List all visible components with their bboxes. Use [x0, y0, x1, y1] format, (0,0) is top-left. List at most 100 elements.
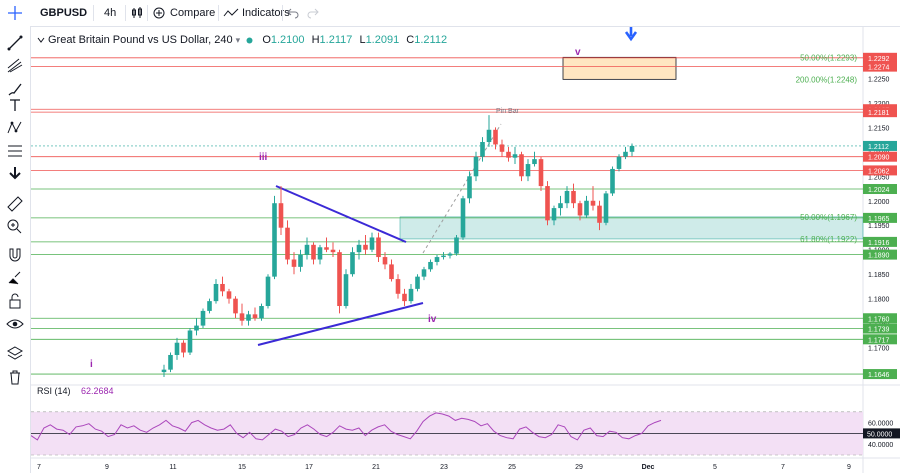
candle-body — [376, 237, 381, 258]
candle-body — [246, 314, 251, 321]
time-axis-tick: 9 — [105, 464, 109, 471]
candle-body — [369, 237, 375, 250]
candle-body — [545, 186, 550, 221]
compare-icon[interactable] — [152, 6, 166, 20]
candle-body — [590, 200, 596, 206]
candle-body — [421, 269, 427, 277]
collapse-icon[interactable] — [37, 36, 45, 44]
instrument-title: Great Britain Pound vs US Dollar, 240 — [48, 34, 233, 46]
candle-body — [363, 244, 368, 250]
candle-body — [428, 261, 433, 270]
price-axis-tick: 1.1700 — [868, 346, 890, 353]
candle-body — [610, 168, 615, 194]
candles-icon[interactable] — [130, 6, 144, 20]
indicators-button[interactable]: Indicators — [242, 7, 290, 19]
magnet-icon[interactable] — [5, 246, 25, 264]
compare-button[interactable]: Compare — [170, 7, 216, 19]
high-label: H — [311, 34, 320, 46]
text-icon[interactable] — [5, 96, 25, 114]
dropdown-icon[interactable]: ▾ — [235, 35, 241, 45]
price-axis-badge — [863, 212, 897, 223]
price-axis-badge — [863, 184, 897, 195]
top-toolbar: GBPUSD 4h Compare Indicators — [0, 0, 900, 27]
zoom-icon[interactable] — [5, 217, 25, 235]
time-axis-tick: 7 — [37, 464, 41, 471]
rsi-axis-tick: 40.0000 — [868, 442, 893, 449]
candle-body — [317, 247, 323, 260]
indicators-icon[interactable] — [223, 7, 239, 19]
candle-body — [291, 259, 297, 267]
arrow-down-icon[interactable] — [5, 164, 25, 182]
trend-line-icon[interactable] — [5, 34, 25, 52]
chart-area[interactable]: 50.00%(1.2293) 200.00%(1.2248) 50.00%(1.19… — [31, 27, 900, 473]
candle-body — [226, 291, 232, 299]
interval-button[interactable]: 4h — [104, 7, 117, 19]
candle-body — [330, 249, 336, 253]
fib-level-label: 61.80%(1.1922) — [800, 235, 857, 244]
candle-body — [551, 208, 557, 221]
candle-body — [311, 244, 316, 260]
down-arrow-marker — [624, 31, 638, 42]
lock-icon[interactable] — [5, 292, 25, 310]
undo-icon[interactable] — [287, 7, 299, 19]
candle-body — [272, 203, 277, 277]
candle-body — [506, 151, 511, 158]
price-axis-badge — [863, 369, 897, 380]
target-box — [562, 56, 677, 80]
pattern-icon[interactable] — [5, 119, 25, 137]
chart-annotation: iii — [259, 152, 268, 163]
layers-icon[interactable] — [5, 344, 25, 362]
candle-body — [434, 257, 440, 262]
price-chart[interactable]: 50.00%(1.2293) 200.00%(1.2248) 50.00%(1.19… — [31, 27, 900, 473]
fib-level-label: 200.00%(1.2248) — [796, 75, 858, 84]
low-value: 1.2091 — [365, 34, 400, 46]
low-label: L — [359, 34, 366, 46]
candle-body — [616, 156, 622, 169]
time-axis-tick: 25 — [508, 464, 516, 471]
chart-legend: Great Britain Pound vs US Dollar, 240 ▾ O… — [37, 33, 447, 47]
rsi-legend: RSI (14) 62.2684 — [37, 385, 114, 397]
candle-body — [629, 145, 635, 152]
time-axis-tick: Dec — [642, 464, 655, 471]
rsi-badge-label: 50.0000 — [867, 431, 892, 438]
candle-body — [161, 369, 167, 373]
trash-icon[interactable] — [5, 368, 25, 386]
price-axis-tick: 1.1850 — [868, 272, 890, 279]
ruler-icon[interactable] — [5, 194, 25, 212]
candle-body — [623, 151, 628, 157]
candle-body — [473, 156, 479, 177]
price-axis-badge — [863, 107, 897, 118]
brush-icon[interactable] — [5, 80, 25, 98]
chart-annotation: i — [90, 359, 93, 370]
candle-body — [532, 159, 537, 165]
rsi-axis-tick: 60.0000 — [868, 421, 893, 428]
eye-icon[interactable] — [5, 315, 25, 333]
triangle-lower-trendline — [257, 302, 424, 346]
candle-body — [265, 276, 271, 307]
candle-body — [525, 164, 531, 177]
candle-body — [389, 264, 394, 280]
draw-mode-icon[interactable] — [5, 269, 25, 287]
time-axis-tick: 5 — [713, 464, 717, 471]
time-axis-tick: 15 — [238, 464, 246, 471]
rsi-value: 62.2684 — [81, 386, 114, 396]
candle-body — [441, 255, 446, 258]
time-axis-tick: 29 — [575, 464, 583, 471]
candle-body — [259, 306, 264, 319]
candle-body — [337, 252, 342, 307]
price-axis-badge — [863, 249, 897, 260]
price-axis-badge — [863, 61, 897, 72]
crosshair-icon[interactable] — [6, 4, 24, 22]
redo-icon[interactable] — [307, 7, 319, 19]
price-axis-badge-label: 1.1760 — [868, 316, 890, 323]
price-axis-tick: 1.2150 — [868, 125, 890, 132]
price-axis-badge-label: 1.2090 — [868, 155, 890, 162]
open-label: O — [262, 34, 271, 46]
price-axis-tick: 1.1800 — [868, 297, 890, 304]
candle-body — [350, 252, 355, 275]
candle-body — [233, 298, 238, 314]
candle-body — [239, 313, 245, 321]
symbol-search[interactable]: GBPUSD — [40, 7, 88, 19]
pitchfork-icon[interactable] — [5, 57, 25, 75]
fib-icon[interactable] — [5, 142, 25, 160]
